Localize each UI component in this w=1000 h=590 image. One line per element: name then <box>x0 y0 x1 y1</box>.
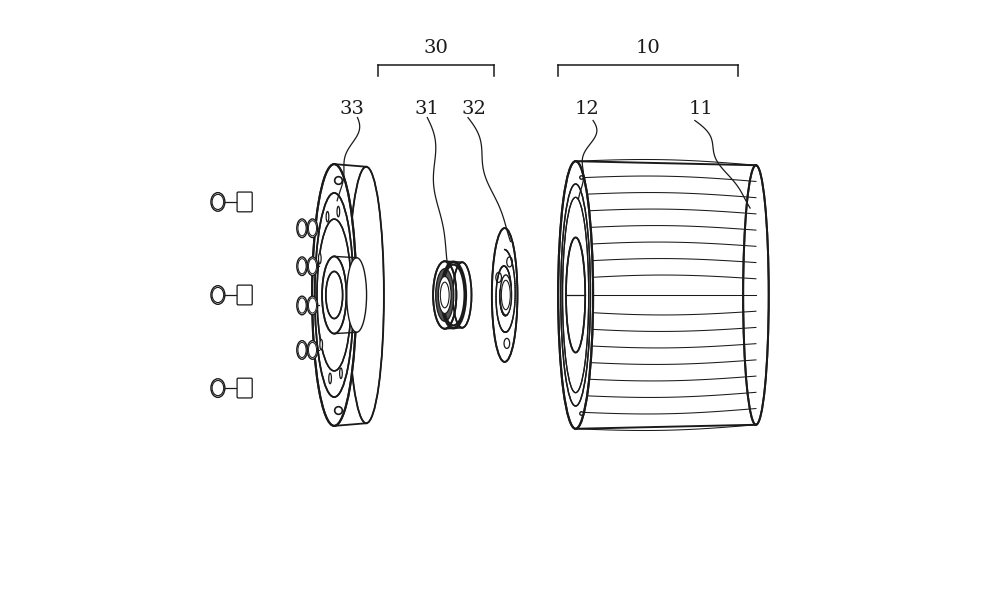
Ellipse shape <box>307 296 318 315</box>
Ellipse shape <box>211 379 225 398</box>
Ellipse shape <box>507 257 512 267</box>
FancyBboxPatch shape <box>237 378 252 398</box>
Ellipse shape <box>322 257 346 333</box>
Text: 31: 31 <box>415 100 440 118</box>
Ellipse shape <box>297 257 307 276</box>
Ellipse shape <box>340 368 342 379</box>
Text: 32: 32 <box>461 100 486 118</box>
Ellipse shape <box>312 164 356 426</box>
Ellipse shape <box>317 219 351 371</box>
Ellipse shape <box>337 206 340 217</box>
FancyBboxPatch shape <box>237 192 252 212</box>
Ellipse shape <box>504 339 510 349</box>
Ellipse shape <box>307 257 318 276</box>
Ellipse shape <box>320 339 323 350</box>
Ellipse shape <box>329 373 331 384</box>
FancyBboxPatch shape <box>237 285 252 305</box>
Ellipse shape <box>453 263 471 327</box>
Ellipse shape <box>349 167 384 423</box>
Ellipse shape <box>433 261 456 329</box>
Text: 10: 10 <box>636 39 661 57</box>
Ellipse shape <box>500 275 512 315</box>
Ellipse shape <box>307 219 318 238</box>
Ellipse shape <box>492 228 517 362</box>
Text: 33: 33 <box>339 100 364 118</box>
Ellipse shape <box>315 193 354 397</box>
Ellipse shape <box>436 268 454 322</box>
Ellipse shape <box>297 296 307 315</box>
Ellipse shape <box>326 271 343 319</box>
Ellipse shape <box>496 273 501 283</box>
Text: 30: 30 <box>424 39 448 57</box>
Text: 12: 12 <box>575 100 600 118</box>
Ellipse shape <box>211 192 225 211</box>
Ellipse shape <box>297 219 307 238</box>
Ellipse shape <box>558 161 593 429</box>
Text: 11: 11 <box>688 100 713 118</box>
Ellipse shape <box>211 286 225 304</box>
Ellipse shape <box>438 277 451 313</box>
Ellipse shape <box>326 211 329 222</box>
Ellipse shape <box>561 184 590 406</box>
Ellipse shape <box>307 340 318 359</box>
Ellipse shape <box>297 340 307 359</box>
Ellipse shape <box>563 197 589 393</box>
Ellipse shape <box>743 165 769 425</box>
Ellipse shape <box>347 258 367 332</box>
Ellipse shape <box>318 253 321 264</box>
Ellipse shape <box>566 237 585 353</box>
